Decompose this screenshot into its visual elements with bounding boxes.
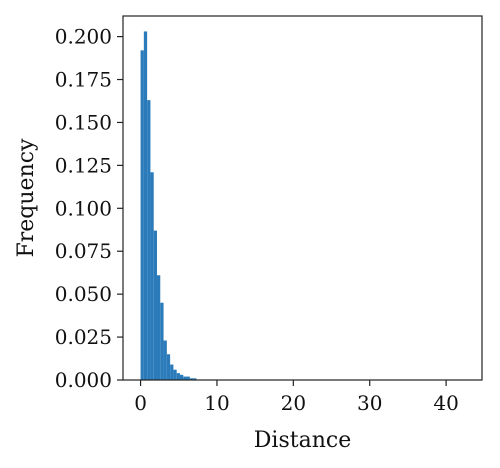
y-tick-label: 0.150 <box>55 110 112 134</box>
histogram-bar <box>160 302 164 380</box>
y-tick-label: 0.025 <box>55 325 112 349</box>
x-tick-label: 40 <box>433 391 458 415</box>
y-tick-label: 0.175 <box>55 68 112 92</box>
y-tick-label: 0.075 <box>55 239 112 263</box>
x-tick-label: 0 <box>134 391 147 415</box>
y-tick-label: 0.100 <box>55 196 112 220</box>
y-tick-label: 0.125 <box>55 153 112 177</box>
histogram-bar <box>140 50 144 381</box>
x-tick-label: 10 <box>204 391 229 415</box>
x-tick-label: 20 <box>281 391 306 415</box>
histogram-bar <box>156 275 161 380</box>
histogram-bar <box>153 230 157 380</box>
histogram-bar <box>170 364 174 380</box>
histogram-bar <box>186 376 190 380</box>
histogram-bar <box>176 373 180 380</box>
x-axis-title: Distance <box>254 428 351 453</box>
y-tick-label: 0.050 <box>55 282 112 306</box>
x-tick-label: 30 <box>357 391 382 415</box>
histogram-bar <box>193 378 197 380</box>
histogram-bar <box>173 369 177 380</box>
y-axis-ticks: 0.000 0.025 0.050 0.075 0.100 0.125 0.150 0.175… <box>55 25 123 392</box>
histogram-bar <box>166 354 171 380</box>
histogram-bar <box>143 31 148 380</box>
histogram-bar <box>183 376 187 380</box>
histogram-bar <box>179 374 184 380</box>
x-axis-ticks: 0 10 20 30 40 <box>134 380 459 415</box>
histogram-bar <box>163 340 167 380</box>
histogram-bar <box>147 100 151 380</box>
y-axis-title: Frequency <box>14 138 39 258</box>
y-tick-label: 0.200 <box>55 25 112 49</box>
plot-frame <box>122 15 483 381</box>
y-tick-label: 0.000 <box>55 368 112 392</box>
histogram-bar <box>150 172 154 380</box>
bars-group <box>140 31 197 381</box>
histogram-bar <box>189 378 194 380</box>
